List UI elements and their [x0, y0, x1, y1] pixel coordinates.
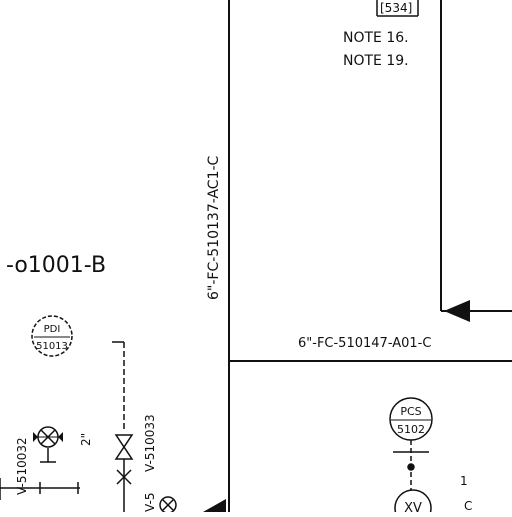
- pcs-instrument-bubble[interactable]: PCS 5102: [389, 397, 433, 441]
- valve-left-tag: V-510032: [15, 437, 29, 495]
- flow-arrow-left: [444, 300, 470, 322]
- note-19: NOTE 19.: [343, 53, 409, 69]
- flow-arrow-bottom: [203, 499, 226, 512]
- horizontal-line-label: 6"-FC-510147-A01-C: [298, 336, 431, 351]
- small-mark-c: C: [464, 499, 472, 512]
- pdi-instrument-bubble[interactable]: PDI 51013: [31, 315, 73, 357]
- valve-mid[interactable]: [114, 434, 134, 512]
- pdi-tag-line2: 51013: [36, 341, 68, 352]
- top-tag-box: [534]: [376, 0, 419, 17]
- pcs-tag-line1: PCS: [400, 405, 421, 418]
- note-16: NOTE 16.: [343, 30, 409, 46]
- vertical-line-label: 6"-FC-510137-AC1-C: [206, 155, 222, 300]
- pdi-signal-line: [112, 341, 125, 430]
- pcs-tag-line2: 5102: [397, 423, 425, 436]
- pcs-signal-line: [393, 440, 429, 490]
- valve-mid-tag: V-510033: [143, 414, 157, 472]
- valve-left-size: 2": [79, 433, 93, 446]
- valve-lower-tag: V-5: [143, 493, 157, 512]
- top-tag-text: [534]: [380, 1, 412, 15]
- valve-left[interactable]: [33, 426, 63, 448]
- left-line-label: -o1001-B: [6, 253, 106, 278]
- lower-left-pipe: [0, 478, 80, 500]
- valve-lower[interactable]: [159, 496, 177, 514]
- small-mark-1: 1: [460, 474, 468, 488]
- pdi-tag-line1: PDI: [44, 324, 61, 335]
- xv-symbol-text: XV: [404, 501, 422, 512]
- main-piping: [228, 0, 512, 512]
- xv-actuator[interactable]: XV: [394, 489, 432, 517]
